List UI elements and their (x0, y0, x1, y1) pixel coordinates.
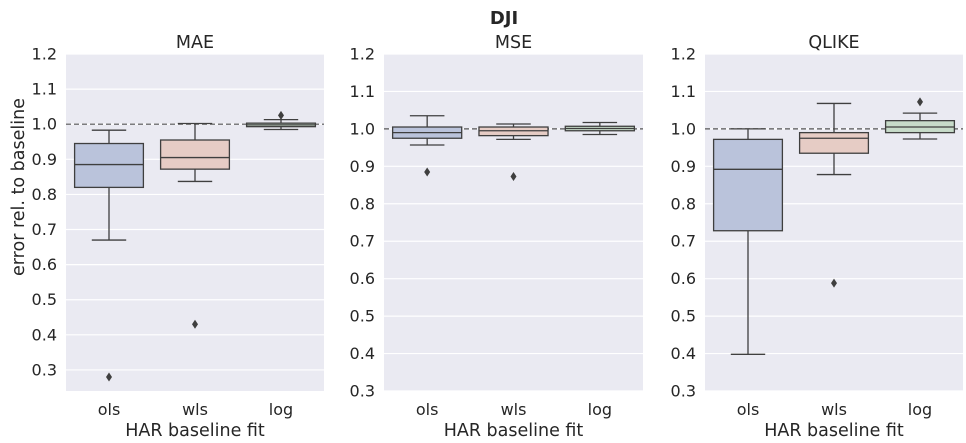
y-tick-label: 0.7 (350, 232, 375, 251)
x-tick-label: wls (501, 400, 527, 419)
y-tick-label: 0.3 (671, 382, 696, 401)
outlier-point (192, 319, 198, 329)
panel-title: QLIKE (808, 33, 859, 53)
y-tick-label: 0.9 (350, 157, 375, 176)
plot-area (384, 54, 643, 391)
x-tick-label: log (908, 400, 932, 419)
x-tick-label: wls (821, 400, 847, 419)
x-tick-label: ols (98, 400, 121, 419)
panel-qlike: 0.3 0.4 0.5 0.6 0.7 0.8 0.9 1.0 1.1 1.2 ols wls log Q… (671, 33, 963, 441)
y-tick-label: 1.0 (671, 119, 696, 138)
outlier-point (510, 171, 517, 181)
panel-title: MSE (495, 33, 532, 53)
y-tick-label: 0.7 (671, 232, 696, 251)
plot-area (66, 54, 324, 391)
box-log (884, 97, 956, 140)
y-tick-label: 0.8 (671, 194, 696, 213)
y-tick-label: 1.0 (32, 115, 57, 134)
box-iqr (712, 138, 784, 232)
y-tick-label: 0.4 (32, 325, 57, 344)
box-iqr (159, 139, 231, 170)
y-tick-label: 0.4 (671, 344, 696, 363)
box-log (564, 121, 636, 136)
y-tick-label: 1.1 (671, 82, 696, 101)
y-tick-label: 0.6 (350, 269, 375, 288)
y-tick-label: 0.5 (350, 307, 375, 326)
panel-title: MAE (176, 33, 214, 53)
outlier-point (278, 110, 284, 120)
outlier-point (424, 167, 431, 177)
x-tick-label: log (588, 400, 612, 419)
y-tick-label: 0.3 (350, 382, 375, 401)
x-tick-label: ols (416, 400, 439, 419)
panel-mae: 0.3 0.4 0.5 0.6 0.7 0.8 0.9 1.0 1.1 1.2 ols wls log M… (32, 33, 324, 441)
y-tick-label: 0.7 (32, 220, 57, 239)
outlier-point (831, 278, 837, 288)
y-tick-label: 0.5 (32, 290, 57, 309)
y-tick-label: 1.0 (350, 119, 375, 138)
y-tick-label: 0.9 (32, 150, 57, 169)
x-axis-label: HAR baseline fit (125, 421, 265, 441)
x-axis-label: HAR baseline fit (764, 421, 904, 441)
y-tick-label: 0.4 (350, 344, 375, 363)
y-tick-label: 0.8 (350, 194, 375, 213)
box-iqr (798, 131, 870, 154)
x-axis-label: HAR baseline fit (444, 421, 584, 441)
outlier-point (106, 372, 112, 382)
box-ols (712, 128, 784, 355)
box-iqr (73, 142, 145, 189)
x-tick-label: ols (737, 400, 760, 419)
y-tick-label: 0.8 (32, 185, 57, 204)
y-tick-label: 1.2 (671, 45, 696, 64)
y-tick-label: 0.6 (671, 269, 696, 288)
x-tick-label: wls (182, 400, 208, 419)
y-tick-label: 0.9 (671, 157, 696, 176)
box-wls (478, 123, 549, 181)
box-wls (798, 102, 870, 288)
box-wls (159, 122, 231, 329)
x-tick-label: log (269, 400, 293, 419)
y-tick-label: 1.2 (350, 45, 375, 64)
y-tick-label: 1.1 (350, 82, 375, 101)
y-tick-label: 1.2 (32, 45, 57, 64)
panel-mse: 0.3 0.4 0.5 0.6 0.7 0.8 0.9 1.0 1.1 1.2 ols wls log M… (350, 33, 643, 441)
y-tick-label: 1.1 (32, 80, 57, 99)
box-ols (391, 115, 463, 177)
y-tick-label: 0.3 (32, 360, 57, 379)
outlier-point (917, 97, 923, 107)
y-axis-label: error rel. to baseline (9, 98, 29, 276)
box-log (245, 110, 317, 131)
figure-suptitle: DJI (490, 8, 518, 29)
box-ols (73, 129, 145, 382)
y-tick-label: 0.5 (671, 307, 696, 326)
y-tick-label: 0.6 (32, 255, 57, 274)
